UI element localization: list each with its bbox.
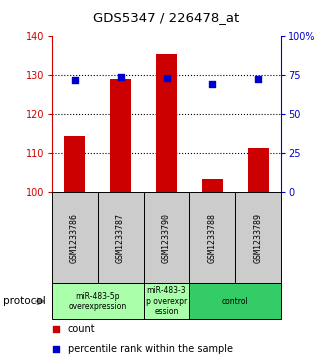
Bar (235, 192, 281, 283)
Text: GSM1233789: GSM1233789 (254, 213, 263, 263)
Bar (144, 192, 189, 283)
Text: control: control (222, 297, 249, 306)
Text: miR-483-5p
overexpression: miR-483-5p overexpression (69, 291, 127, 311)
Bar (52, 192, 98, 283)
Text: GDS5347 / 226478_at: GDS5347 / 226478_at (93, 11, 240, 24)
Bar (144, 283, 189, 319)
Point (164, 75, 169, 81)
Text: percentile rank within the sample: percentile rank within the sample (68, 344, 233, 354)
Text: GSM1233787: GSM1233787 (116, 213, 125, 263)
Bar (202, 179, 223, 192)
Point (118, 74, 123, 80)
Text: GSM1233788: GSM1233788 (208, 213, 217, 263)
Point (256, 76, 261, 82)
Point (54, 327, 59, 333)
Point (54, 346, 59, 352)
Bar (248, 147, 269, 192)
Bar (110, 79, 131, 192)
Bar (189, 192, 235, 283)
Bar (52, 283, 144, 319)
Point (72, 77, 77, 83)
Bar (64, 136, 85, 192)
Text: miR-483-3
p overexpr
ession: miR-483-3 p overexpr ession (146, 286, 187, 316)
Text: GSM1233786: GSM1233786 (70, 213, 79, 263)
Point (210, 81, 215, 87)
Text: protocol: protocol (3, 296, 46, 306)
Text: GSM1233790: GSM1233790 (162, 213, 171, 263)
Bar (189, 283, 281, 319)
Bar (98, 192, 144, 283)
Text: count: count (68, 325, 95, 334)
Bar (156, 54, 177, 192)
